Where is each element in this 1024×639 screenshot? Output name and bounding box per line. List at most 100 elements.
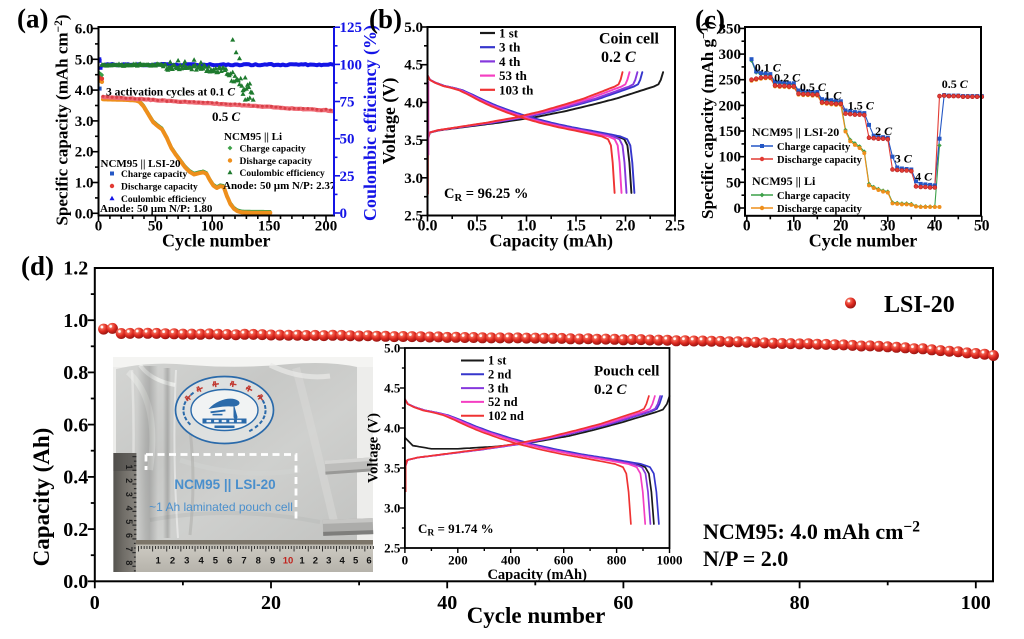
svg-text:8: 8 xyxy=(256,556,261,567)
svg-text:400: 400 xyxy=(501,553,521,568)
svg-text:Discharge capacity: Discharge capacity xyxy=(777,204,863,215)
svg-text:NCM95: 4.0 mAh cm−2: NCM95: 4.0 mAh cm−2 xyxy=(703,519,920,545)
svg-text:1 C: 1 C xyxy=(824,89,842,103)
svg-text:53 th: 53 th xyxy=(499,68,528,83)
svg-text:100: 100 xyxy=(201,219,224,235)
svg-text:Cycle number: Cycle number xyxy=(809,231,917,251)
svg-text:1.5: 1.5 xyxy=(566,218,586,235)
svg-text:0.6: 0.6 xyxy=(63,414,88,436)
svg-text:0.0: 0.0 xyxy=(75,206,94,222)
svg-text:1.2: 1.2 xyxy=(63,258,88,280)
svg-text:50: 50 xyxy=(974,218,990,235)
svg-text:150: 150 xyxy=(258,219,281,235)
svg-text:0.5 C: 0.5 C xyxy=(800,80,827,94)
svg-text:Coin cell: Coin cell xyxy=(599,31,660,48)
svg-text:3.0: 3.0 xyxy=(384,501,400,516)
svg-text:1 st: 1 st xyxy=(499,26,519,41)
svg-text:Voltage (V): Voltage (V) xyxy=(366,413,382,483)
svg-text:Anode: 50 µm N/P: 2.37: Anode: 50 µm N/P: 2.37 xyxy=(223,180,336,192)
svg-text:4 C: 4 C xyxy=(915,169,933,183)
svg-text:1000: 1000 xyxy=(657,553,683,568)
svg-text:2.5: 2.5 xyxy=(384,541,401,556)
svg-text:102 nd: 102 nd xyxy=(488,409,524,423)
svg-text:(d): (d) xyxy=(21,251,54,281)
svg-text:1.5 C: 1.5 C xyxy=(848,99,875,113)
svg-text:Cycle number: Cycle number xyxy=(162,231,270,251)
svg-text:NCM95 || LSI-20: NCM95 || LSI-20 xyxy=(752,125,839,139)
svg-text:0: 0 xyxy=(90,592,100,614)
svg-text:Capacity (Ah): Capacity (Ah) xyxy=(29,428,54,567)
svg-text:CR = 96.25 %: CR = 96.25 % xyxy=(444,186,528,204)
svg-text:5.0: 5.0 xyxy=(384,341,400,356)
svg-text:52 nd: 52 nd xyxy=(488,395,518,409)
svg-text:Disharge capacity: Disharge capacity xyxy=(240,157,313,167)
svg-text:3: 3 xyxy=(184,556,189,567)
svg-text:2: 2 xyxy=(170,556,175,567)
svg-text:NCM95 || LSI-20: NCM95 || LSI-20 xyxy=(174,477,275,492)
svg-text:75: 75 xyxy=(340,95,355,111)
svg-text:200: 200 xyxy=(719,98,742,114)
svg-text:100: 100 xyxy=(340,57,363,73)
svg-text:6: 6 xyxy=(227,556,232,567)
svg-text:4: 4 xyxy=(340,556,346,567)
svg-text:0.5 C: 0.5 C xyxy=(942,77,969,91)
svg-text:NCM95 || Li: NCM95 || Li xyxy=(752,174,816,188)
svg-text:Cycle number: Cycle number xyxy=(467,603,606,628)
svg-text:10: 10 xyxy=(786,218,802,235)
svg-text:Voltage (V): Voltage (V) xyxy=(379,78,400,165)
svg-text:N/P = 2.0: N/P = 2.0 xyxy=(703,546,788,571)
svg-text:4.0: 4.0 xyxy=(404,95,423,111)
svg-text:200: 200 xyxy=(448,553,468,568)
svg-text:5.0: 5.0 xyxy=(75,52,94,68)
svg-text:9: 9 xyxy=(270,556,275,567)
svg-text:100: 100 xyxy=(719,150,742,166)
svg-text:6.0: 6.0 xyxy=(75,22,94,38)
svg-text:1: 1 xyxy=(156,556,162,567)
svg-text:Specific capacity (mAh cm−2): Specific capacity (mAh cm−2) xyxy=(53,14,72,225)
svg-text:0.1 C: 0.1 C xyxy=(755,61,782,75)
svg-text:3 th: 3 th xyxy=(488,381,509,395)
svg-text:0: 0 xyxy=(743,218,751,235)
svg-text:(b): (b) xyxy=(369,4,402,34)
svg-text:3 th: 3 th xyxy=(499,40,521,55)
svg-text:0.2 C: 0.2 C xyxy=(594,382,628,398)
svg-text:Specific capacity (mAh g−1): Specific capacity (mAh g−1) xyxy=(698,21,717,219)
svg-text:Pouch cell: Pouch cell xyxy=(594,364,659,380)
svg-text:2.5: 2.5 xyxy=(665,218,685,235)
svg-text:3: 3 xyxy=(326,556,331,567)
svg-text:0.2 C: 0.2 C xyxy=(601,49,636,66)
svg-text:0: 0 xyxy=(734,201,742,217)
svg-text:100: 100 xyxy=(961,592,991,614)
svg-text:NCM95 || LSI-20: NCM95 || LSI-20 xyxy=(101,158,182,170)
svg-text:3.5: 3.5 xyxy=(404,133,423,149)
svg-text:300: 300 xyxy=(719,47,742,63)
svg-text:4.5: 4.5 xyxy=(404,58,423,74)
svg-text:5: 5 xyxy=(353,556,359,567)
svg-text:103 th: 103 th xyxy=(499,82,534,97)
svg-text:NCM95 || Li: NCM95 || Li xyxy=(224,131,282,143)
svg-text:Coulombic efficiency (%): Coulombic efficiency (%) xyxy=(360,25,381,221)
svg-text:0.0: 0.0 xyxy=(418,218,438,235)
svg-text:3 C: 3 C xyxy=(895,151,913,165)
svg-text:20: 20 xyxy=(261,592,281,614)
svg-text:125: 125 xyxy=(340,20,363,36)
svg-text:4.5: 4.5 xyxy=(384,381,401,396)
svg-text:Charge capacity: Charge capacity xyxy=(777,191,851,202)
svg-text:2: 2 xyxy=(124,478,134,483)
svg-text:~1 Ah laminated pouch cell: ~1 Ah laminated pouch cell xyxy=(149,500,293,514)
svg-text:Capacity (mAh): Capacity (mAh) xyxy=(487,567,587,583)
svg-text:5: 5 xyxy=(213,556,219,567)
svg-text:0.5 C: 0.5 C xyxy=(212,109,241,124)
svg-text:800: 800 xyxy=(607,553,627,568)
svg-text:80: 80 xyxy=(790,592,810,614)
svg-text:1.0: 1.0 xyxy=(75,176,94,192)
svg-text:0.4: 0.4 xyxy=(63,467,88,489)
svg-text:600: 600 xyxy=(554,553,574,568)
svg-text:2 nd: 2 nd xyxy=(488,368,511,382)
svg-text:Discharge capacity: Discharge capacity xyxy=(777,155,863,166)
svg-text:1: 1 xyxy=(299,556,305,567)
svg-text:150: 150 xyxy=(719,124,742,140)
svg-text:0: 0 xyxy=(95,219,103,235)
svg-text:6: 6 xyxy=(366,556,371,567)
svg-text:CR = 91.74 %: CR = 91.74 % xyxy=(418,521,494,539)
